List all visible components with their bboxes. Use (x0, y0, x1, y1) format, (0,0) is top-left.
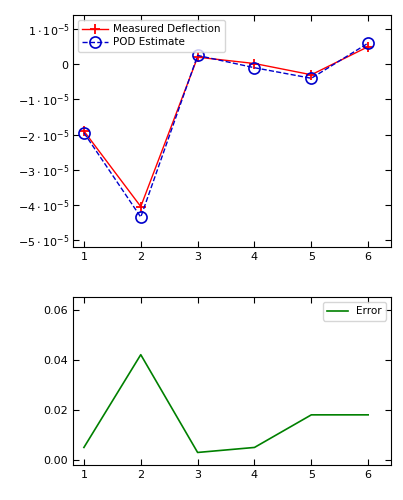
POD Estimate (309, 76, 314, 82)
Measured Deflection (138, 204, 143, 210)
Error (252, 444, 257, 450)
Measured Deflection (309, 72, 314, 78)
Legend: Error: Error (322, 302, 386, 320)
POD Estimate (366, 40, 371, 46)
Error (309, 412, 314, 418)
Legend: Measured Deflection, POD Estimate: Measured Deflection, POD Estimate (78, 20, 225, 52)
Line: Measured Deflection: Measured Deflection (79, 42, 373, 211)
POD Estimate (252, 64, 257, 70)
Measured Deflection (366, 44, 371, 50)
Measured Deflection (252, 60, 257, 66)
Measured Deflection (81, 128, 86, 134)
Error (366, 412, 371, 418)
Line: Error: Error (84, 354, 368, 452)
POD Estimate (138, 214, 143, 220)
POD Estimate (195, 52, 200, 59)
Error (138, 352, 143, 358)
Measured Deflection (195, 54, 200, 60)
Error (81, 444, 86, 450)
POD Estimate (81, 130, 86, 136)
Line: POD Estimate: POD Estimate (78, 38, 374, 222)
Error (195, 450, 200, 456)
